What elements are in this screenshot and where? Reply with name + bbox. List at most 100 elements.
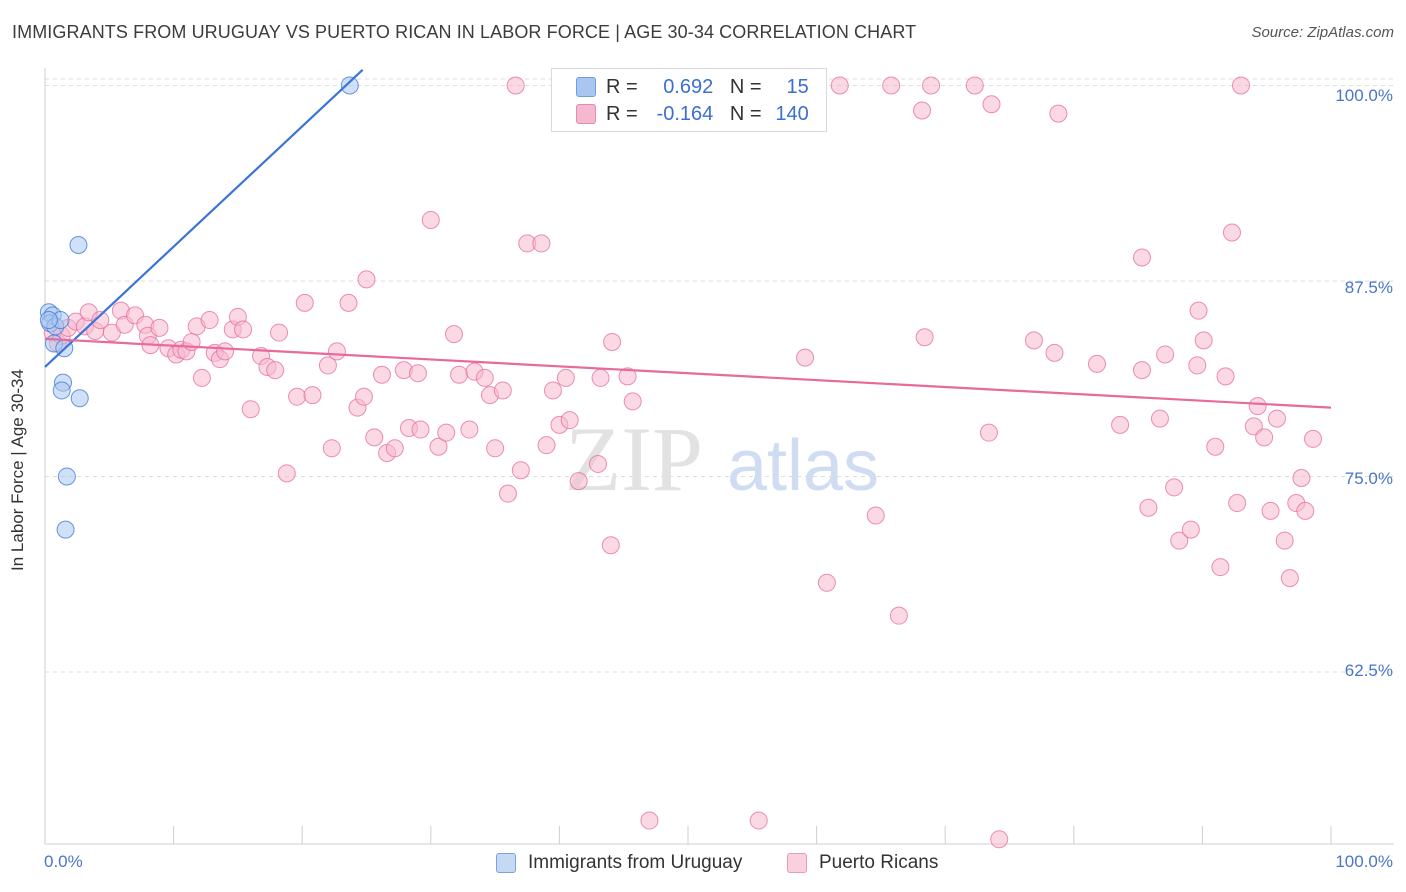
puerto-rican-point	[591, 368, 610, 387]
legend-r-value: -0.164	[656, 102, 714, 125]
puerto-rican-point	[91, 311, 110, 330]
puerto-rican-point	[913, 101, 932, 120]
puerto-rican-point	[588, 454, 607, 473]
x-tick-label: 100.0%	[1335, 852, 1393, 871]
puerto-rican-point	[150, 318, 169, 337]
puerto-rican-point	[1280, 569, 1299, 588]
puerto-rican-point	[1139, 498, 1158, 517]
legend-n-value: 15	[786, 75, 809, 98]
legend-r-label: R =	[606, 102, 638, 125]
puerto-rican-point	[1275, 531, 1294, 550]
puerto-rican-point	[1188, 356, 1207, 375]
puerto-rican-point	[444, 325, 463, 344]
puerto-rican-point	[1228, 494, 1247, 513]
puerto-rican-point	[915, 328, 934, 347]
puerto-rican-point	[979, 423, 998, 442]
puerto-rican-point	[1132, 361, 1151, 380]
watermark-zip: ZIP	[565, 408, 703, 510]
puerto-rican-point	[1303, 429, 1322, 448]
puerto-rican-point	[1045, 343, 1064, 362]
puerto-rican-point	[1296, 501, 1315, 520]
puerto-rican-point	[618, 367, 637, 386]
uruguay-point	[56, 520, 75, 539]
bottom-legend-uruguay: Immigrants from Uruguay	[496, 852, 742, 874]
puerto-rican-point	[421, 210, 440, 229]
puerto-rican-point	[1248, 397, 1267, 416]
legend-n-label: N =	[729, 75, 762, 98]
puerto-rican-point	[569, 472, 588, 491]
puerto-rican-point	[1049, 104, 1068, 123]
puerto-rican-point	[450, 365, 469, 384]
puerto-rican-point	[385, 439, 404, 458]
puerto-rican-point	[270, 323, 289, 342]
puerto-rican-point	[460, 420, 479, 439]
puerto-rican-point	[556, 368, 575, 387]
puerto-rican-point	[266, 361, 285, 380]
puerto-rican-point	[866, 506, 885, 525]
uruguay-point	[52, 381, 71, 400]
uruguay-point	[70, 389, 89, 408]
puerto-rican-point	[889, 606, 908, 625]
puerto-rican-point	[322, 439, 341, 458]
puerto-rican-point	[437, 423, 456, 442]
source-label: Source: ZipAtlas.com	[1251, 24, 1394, 41]
bottom-legend-puerto-rican: Puerto Ricans	[787, 852, 938, 874]
puerto-rican-point	[817, 573, 836, 592]
trend-lines	[44, 69, 1332, 409]
uruguay-point	[39, 311, 58, 330]
puerto-rican-point	[1206, 437, 1225, 456]
legend-r-label: R =	[606, 75, 638, 98]
uruguay-point	[69, 235, 88, 254]
puerto-rican-point	[411, 420, 430, 439]
puerto-rican-point	[486, 439, 505, 458]
puerto-rican-point	[1087, 354, 1106, 373]
puerto-rican-point	[408, 364, 427, 383]
y-tick-label: 100.0%	[1335, 86, 1393, 105]
puerto-rican-point	[1216, 367, 1235, 386]
bottom-legend-label: Puerto Ricans	[819, 852, 939, 873]
puerto-rican-point	[354, 387, 373, 406]
y-axis-label: In Labor Force | Age 30-34	[8, 369, 27, 571]
puerto-rican-point	[475, 368, 494, 387]
puerto-rican-point	[277, 464, 296, 483]
x-tick-label: 0.0%	[44, 852, 83, 871]
puerto-rican-point	[1150, 409, 1169, 428]
puerto-rican-point	[623, 392, 642, 411]
puerto-rican-point	[560, 411, 579, 430]
puerto-rican-point	[372, 365, 391, 384]
bottom-legend-swatch-blue	[496, 853, 516, 873]
puerto-rican-point	[640, 811, 659, 830]
legend-r-value: 0.692	[663, 75, 714, 98]
puerto-rican-point	[365, 428, 384, 447]
puerto-rican-point	[1165, 478, 1184, 497]
chart-title: IMMIGRANTS FROM URUGUAY VS PUERTO RICAN …	[12, 22, 917, 42]
puerto-rican-point	[241, 400, 260, 419]
puerto-rican-point	[506, 76, 525, 95]
puerto-rican-point	[1261, 501, 1280, 520]
puerto-rican-point	[882, 76, 901, 95]
uruguay-trend-line	[44, 69, 364, 368]
puerto-rican-trend-line	[44, 337, 1332, 409]
puerto-rican-point	[339, 293, 358, 312]
legend-swatch-pink	[576, 104, 596, 124]
legend-n-label: N =	[729, 102, 762, 125]
puerto-rican-point	[1132, 248, 1151, 267]
puerto-rican-point	[1222, 223, 1241, 242]
puerto-rican-point	[1181, 520, 1200, 539]
puerto-rican-point	[357, 270, 376, 289]
puerto-rican-point	[429, 437, 448, 456]
puerto-rican-point	[603, 332, 622, 351]
puerto-rican-point	[511, 461, 530, 480]
puerto-rican-point	[982, 95, 1001, 114]
puerto-rican-point	[1255, 428, 1274, 447]
legend-swatch-blue	[576, 77, 596, 97]
puerto-rican-point	[288, 387, 307, 406]
puerto-rican-point	[1194, 331, 1213, 350]
uruguay-point	[57, 467, 76, 486]
puerto-rican-point	[1267, 409, 1286, 428]
uruguay-point	[340, 76, 359, 95]
puerto-rican-point	[749, 811, 768, 830]
puerto-rican-point	[493, 381, 512, 400]
puerto-rican-point	[965, 76, 984, 95]
